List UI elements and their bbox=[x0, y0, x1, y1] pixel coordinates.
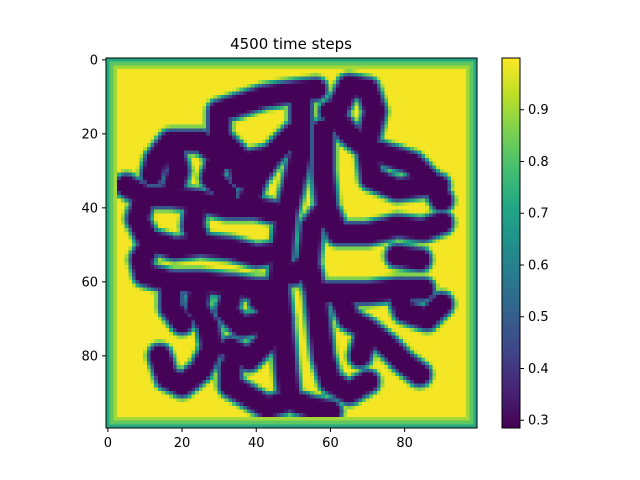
colorbar-gradient bbox=[502, 58, 520, 428]
x-axis: 0 20 40 60 80 bbox=[104, 428, 413, 451]
y-tick-label: 20 bbox=[81, 127, 98, 142]
heatmap-frame bbox=[105, 57, 478, 429]
colorbar-tick-label: 0.6 bbox=[528, 258, 549, 273]
y-tick-label: 80 bbox=[81, 349, 98, 364]
heatmap-image bbox=[106, 58, 477, 428]
heatmap-plot-area bbox=[105, 57, 478, 429]
chart-title: 4500 time steps bbox=[230, 35, 352, 53]
x-tick-label: 80 bbox=[396, 436, 413, 451]
colorbar-tick-label: 0.8 bbox=[528, 155, 549, 170]
colorbar-tick-label: 0.5 bbox=[528, 310, 549, 325]
y-tick-label: 0 bbox=[90, 53, 98, 68]
y-tick-label: 40 bbox=[81, 201, 98, 216]
x-tick-label: 60 bbox=[322, 436, 339, 451]
y-tick-label: 60 bbox=[81, 275, 98, 290]
colorbar: 0.3 0.4 0.5 0.6 0.7 0.8 0.9 bbox=[501, 57, 549, 429]
x-tick-label: 0 bbox=[104, 436, 112, 451]
y-axis: 0 20 40 60 80 bbox=[81, 53, 106, 364]
x-tick-label: 20 bbox=[174, 436, 191, 451]
colorbar-tick-label: 0.7 bbox=[528, 207, 549, 222]
colorbar-tick-label: 0.9 bbox=[528, 103, 549, 118]
colorbar-ticks: 0.3 0.4 0.5 0.6 0.7 0.8 0.9 bbox=[520, 103, 549, 429]
colorbar-tick-label: 0.4 bbox=[528, 362, 549, 377]
colorbar-tick-label: 0.3 bbox=[528, 414, 549, 429]
x-tick-label: 40 bbox=[248, 436, 265, 451]
colorbar-frame bbox=[501, 57, 521, 429]
